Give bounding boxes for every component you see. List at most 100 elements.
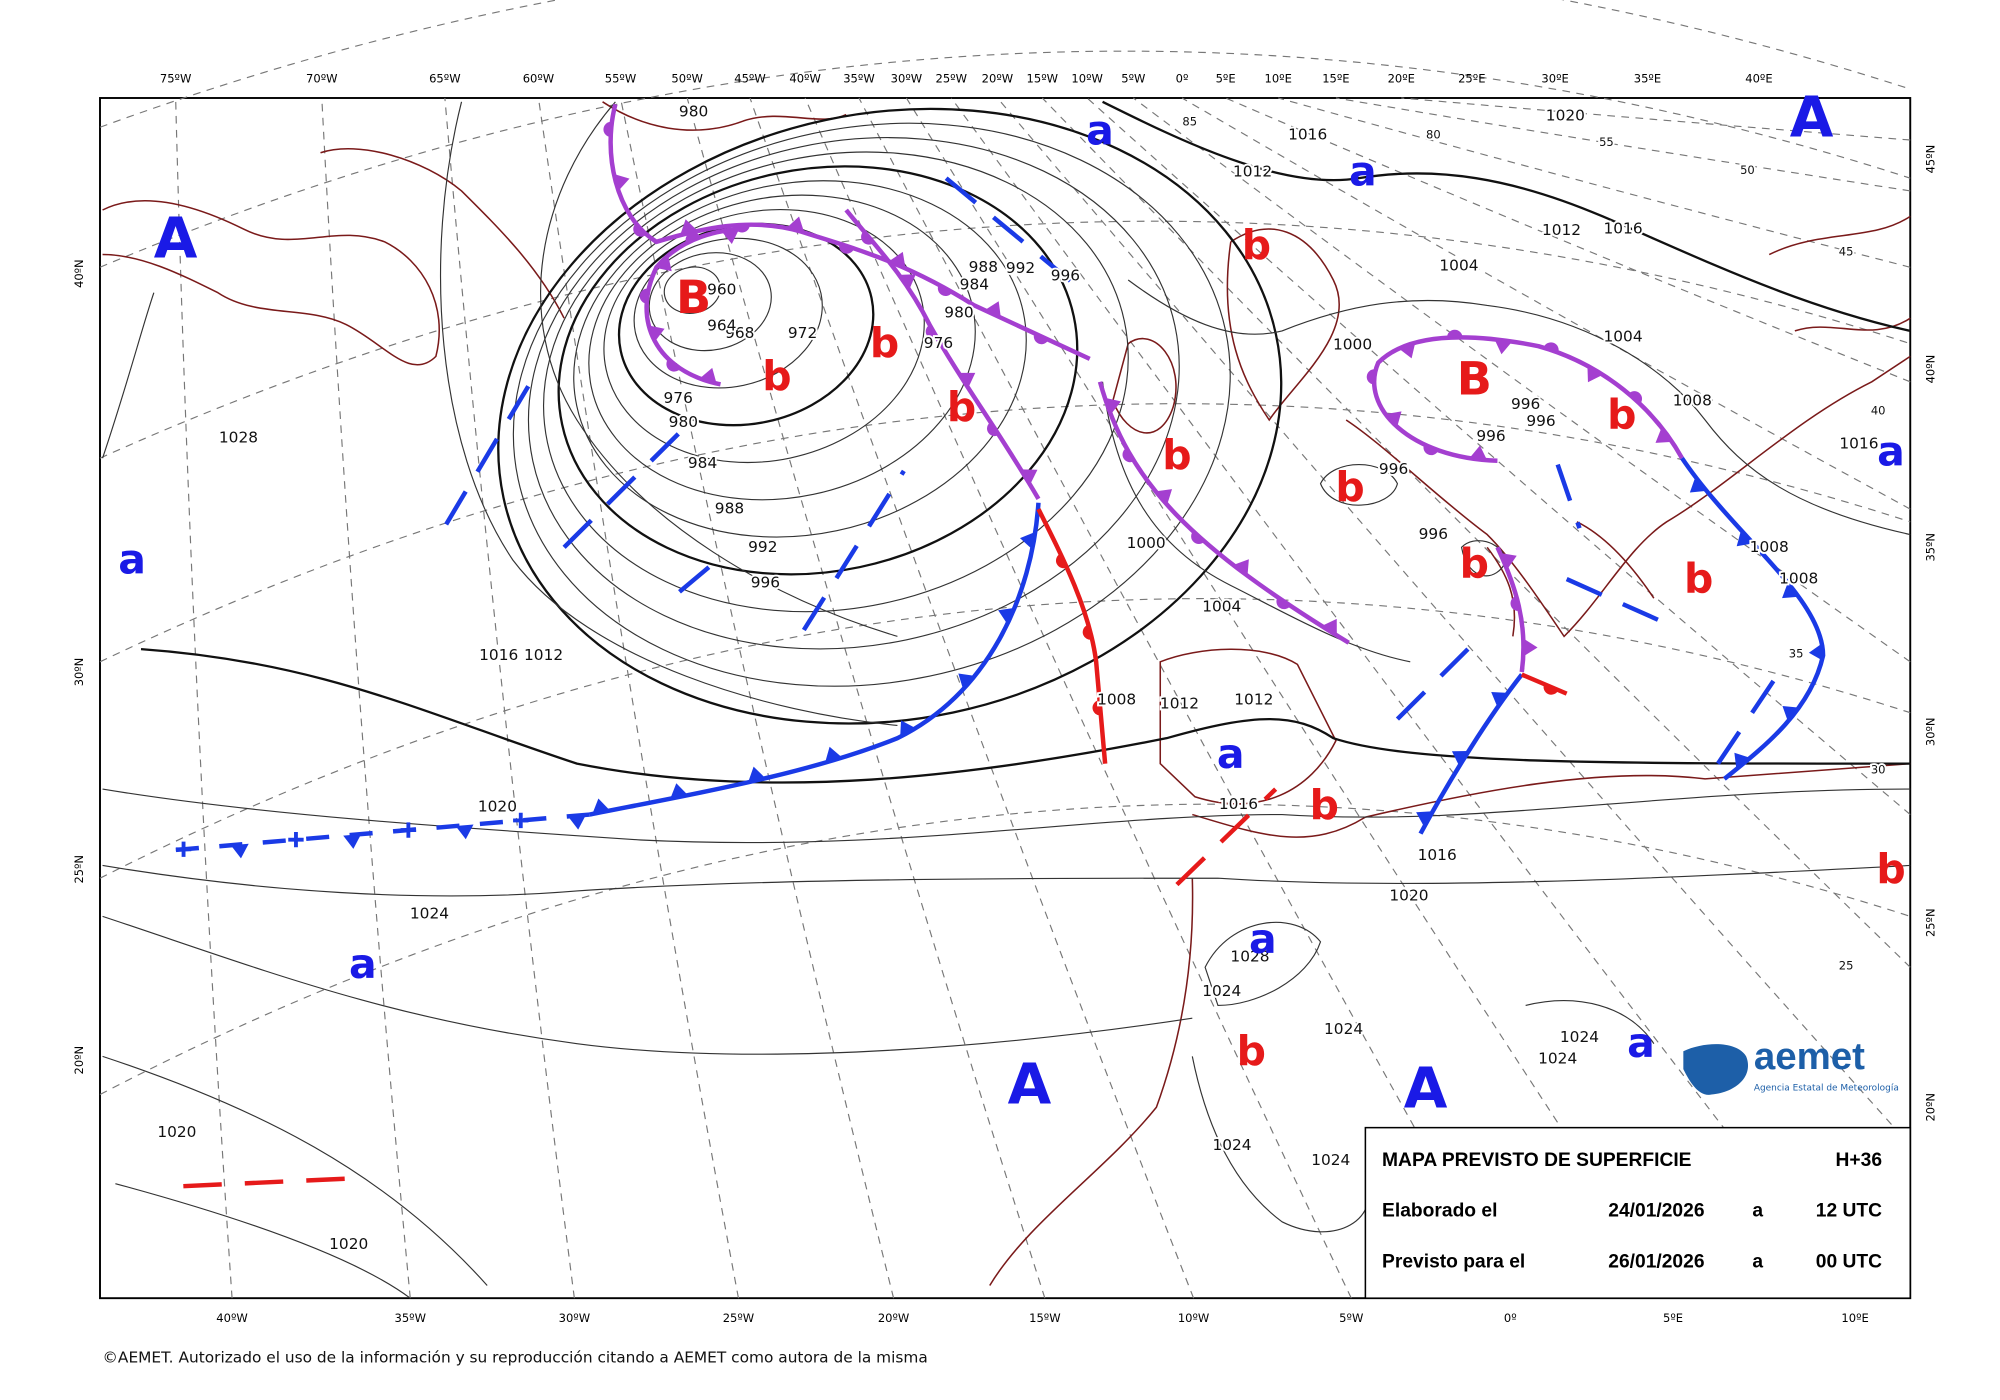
isobar-label: 976 xyxy=(924,334,953,352)
front-semicircle xyxy=(1055,553,1067,569)
map-layer: 75ºW 70ºW 65ºW 60ºW 55ºW 50ºW 45ºW 40ºW 35ºW 30ºW… xyxy=(72,0,1937,1366)
longitude-label: 75ºW xyxy=(160,71,192,85)
longitude-label: 10ºE xyxy=(1265,71,1292,85)
low-pressure-center: b xyxy=(1237,1027,1266,1075)
coastline xyxy=(320,148,565,319)
isobar-label: 1004 xyxy=(1439,257,1478,275)
isobar-label: 988 xyxy=(969,258,998,276)
info-cell: Previsto para el xyxy=(1382,1252,1525,1273)
isobar-label: 1008 xyxy=(1097,691,1136,709)
isobar-label: 25 xyxy=(1839,959,1854,973)
front-semicircle xyxy=(1543,684,1559,695)
coastline xyxy=(1345,355,1911,638)
front-triangle xyxy=(1385,411,1402,428)
front-triangle xyxy=(1321,618,1337,636)
info-lead-time: H+36 xyxy=(1836,1150,1883,1171)
front-triangle xyxy=(699,367,717,384)
longitude-label: 15ºW xyxy=(1029,1311,1061,1325)
front-triangle xyxy=(655,255,672,272)
isobar xyxy=(1127,279,1911,536)
isobar-label: 1020 xyxy=(157,1123,196,1141)
low-pressure-center: b xyxy=(1162,431,1191,479)
isobar xyxy=(512,122,1231,687)
coastline xyxy=(102,200,440,366)
low-pressure-center: b xyxy=(762,352,791,400)
coastline xyxy=(1159,648,1337,805)
longitude-label: 45ºW xyxy=(734,71,766,85)
isobar-label: 1008 xyxy=(1750,538,1789,556)
high-pressure-center: a xyxy=(1086,107,1114,155)
longitude-label: 50ºW xyxy=(671,71,703,85)
isobar-label: 1020 xyxy=(329,1235,368,1253)
isobar xyxy=(102,292,155,459)
front xyxy=(644,226,747,387)
isobar xyxy=(557,165,1079,576)
front-triangle xyxy=(958,372,976,388)
info-cell: 00 UTC xyxy=(1816,1252,1882,1273)
longitude-label: 25ºW xyxy=(723,1311,755,1325)
isobar xyxy=(102,788,1911,844)
isobar xyxy=(439,101,898,727)
front-triangle xyxy=(900,720,916,737)
info-cell: 26/01/2026 xyxy=(1608,1252,1704,1273)
front xyxy=(1097,381,1350,645)
front-semicircle xyxy=(1628,391,1643,404)
isobar-label: 40 xyxy=(1871,404,1886,418)
front-triangle xyxy=(888,251,906,269)
front-semicircle xyxy=(639,288,649,304)
longitude-label: 60ºW xyxy=(523,71,555,85)
isobar-label: 996 xyxy=(1526,412,1555,430)
isobar-label: 976 xyxy=(664,389,693,407)
latitude-label: 20ºN xyxy=(1923,1093,1937,1122)
front-triangle xyxy=(1451,750,1469,767)
front-triangle xyxy=(1020,469,1038,485)
meridian xyxy=(905,97,1674,1299)
front-triangle xyxy=(1233,559,1249,576)
isobar xyxy=(497,107,1283,725)
longitude-label: 25ºE xyxy=(1458,71,1485,85)
isobar-label: 1004 xyxy=(1604,328,1643,346)
front-triangle xyxy=(1398,342,1416,359)
front xyxy=(1371,335,1685,463)
longitude-label: 40ºE xyxy=(1745,71,1772,85)
low-pressure-center: b xyxy=(947,383,976,431)
isobar xyxy=(102,864,1911,897)
longitude-label: 40ºW xyxy=(789,71,821,85)
longitude-label: 0º xyxy=(1176,71,1189,85)
isobar-label: 1020 xyxy=(478,797,517,815)
latitude-label: 30ºN xyxy=(72,658,86,687)
latitude-label: 20ºN xyxy=(72,1046,86,1075)
trough xyxy=(678,555,722,594)
isobar-label: 964 xyxy=(707,316,736,334)
front-semicircle xyxy=(1276,597,1291,610)
isobar-label: 1016 xyxy=(479,646,518,664)
trough xyxy=(562,431,682,549)
coastline xyxy=(1226,228,1340,422)
coastline xyxy=(602,101,847,131)
isobar-label: 980 xyxy=(944,304,973,322)
trough xyxy=(801,469,906,632)
front-triangle xyxy=(899,274,916,290)
isobar-label: 988 xyxy=(715,500,744,518)
longitude-label: 15ºE xyxy=(1322,71,1349,85)
coastlines xyxy=(102,101,1911,1286)
front-semicircle xyxy=(1510,595,1520,611)
trough xyxy=(1555,463,1582,529)
front-triangle xyxy=(680,219,698,235)
front xyxy=(589,502,1041,817)
isobar-label: 1028 xyxy=(1230,948,1269,966)
parallel xyxy=(99,803,1911,1096)
front xyxy=(844,208,1041,501)
front-triangle xyxy=(721,229,740,244)
front-triangle xyxy=(825,746,843,763)
front-triangle xyxy=(568,814,586,830)
front-triangle xyxy=(1500,553,1517,570)
low-pressure-center: B xyxy=(1457,351,1492,405)
isobar xyxy=(102,1055,488,1286)
front-triangle xyxy=(648,325,665,343)
front-triangle xyxy=(592,798,610,815)
isobar-label: 1004 xyxy=(1202,598,1241,616)
isobar-label: 1028 xyxy=(219,428,258,446)
isobar xyxy=(1525,1000,1655,1044)
front-semicircle xyxy=(633,223,647,237)
